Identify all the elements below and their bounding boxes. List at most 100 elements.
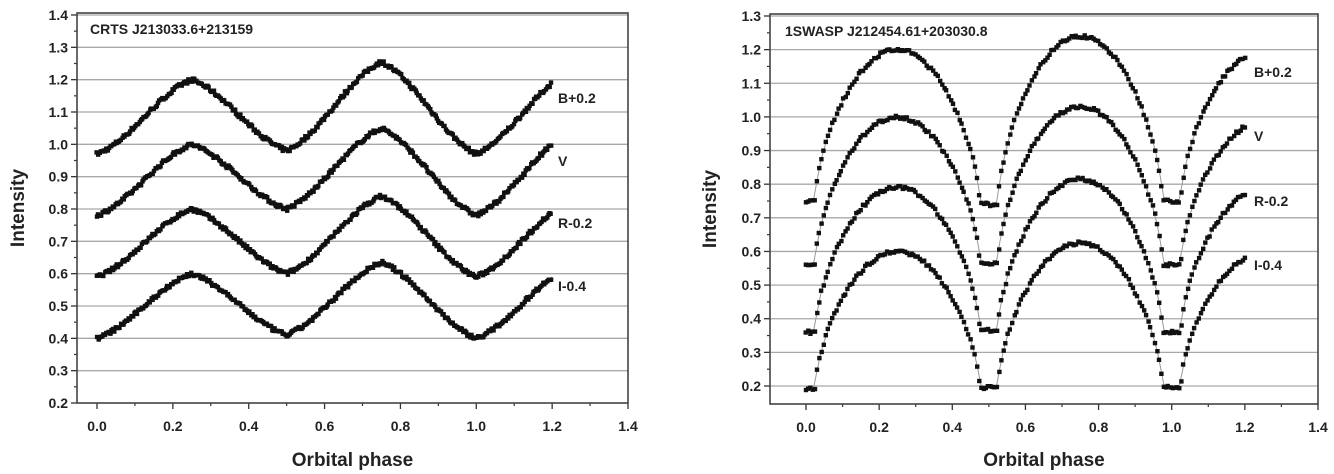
data-point [112,329,117,334]
data-point [825,200,830,205]
data-point [316,183,321,189]
data-point [525,295,530,300]
data-point [955,244,960,249]
x-tick-label: 1.2 [1235,419,1255,435]
data-point [889,250,894,255]
data-point [1060,111,1065,116]
data-point [1152,281,1157,286]
data-point [167,284,172,290]
data-point [430,237,436,242]
data-point [827,321,833,326]
data-point [291,269,296,274]
data-point [1170,200,1175,205]
y-tick-label: 1.2 [49,72,69,88]
data-point [1014,249,1019,254]
data-point [410,150,416,155]
data-point [470,149,475,154]
plot-frame [76,12,629,404]
data-point [1148,268,1153,273]
data-point [341,93,347,99]
data-point [245,244,250,249]
data-point [920,124,925,129]
data-point [994,384,1000,390]
data-point [1187,146,1193,152]
data-point [1165,383,1170,389]
data-point [839,103,844,108]
data-point [825,326,830,332]
data-point [308,131,313,137]
data-point [1038,62,1043,67]
series-label: I-0.4 [558,278,586,294]
data-point [1218,215,1223,220]
data-point [1238,260,1243,265]
data-point [183,274,189,280]
data-point [950,101,956,106]
data-point [1090,243,1096,248]
data-point [1234,61,1239,67]
data-point [1155,349,1160,354]
data-point [1029,278,1034,283]
data-point [1001,348,1006,353]
data-point [547,84,552,90]
data-point [1100,249,1105,255]
data-point [209,280,214,286]
data-point [112,141,117,147]
data-point [922,258,927,263]
data-point [852,277,857,282]
data-point [1087,241,1092,246]
data-point [545,147,550,152]
data-point [858,208,863,213]
data-point [893,248,899,254]
data-point [1143,184,1149,189]
data-point [819,221,824,226]
data-point [185,81,190,86]
data-point [345,88,350,94]
data-point [1036,66,1041,71]
data-point [1218,149,1223,154]
data-point [481,148,486,154]
data-point [943,88,949,93]
data-point [354,211,360,216]
data-point [229,231,234,236]
data-point [935,212,940,217]
data-point [1165,197,1170,202]
data-point [115,264,121,270]
data-point [211,88,217,93]
data-point [854,210,859,216]
data-point [511,121,517,127]
data-point [333,296,339,301]
data-point [1025,287,1030,293]
data-point [970,155,976,160]
data-point [1044,123,1050,128]
data-point [476,213,481,219]
data-point [1190,204,1195,209]
data-point [1134,293,1140,299]
data-point [1025,88,1030,93]
data-point [1196,121,1202,126]
data-point [1122,210,1127,216]
data-point [1010,259,1015,264]
data-point [153,231,158,237]
y-axis-title: Intensity [700,170,721,249]
data-point [895,115,901,120]
data-point [968,278,973,283]
x-tick-label: 1.0 [467,418,487,434]
data-point [272,326,277,331]
data-point [953,169,958,174]
y-tick-label: 0.5 [742,277,762,293]
data-point [1121,68,1127,73]
data-point [466,145,471,151]
data-point [445,315,450,321]
series-b-0-2 [803,33,1248,209]
data-point [1086,106,1091,112]
data-point [369,130,375,136]
data-point [1007,327,1012,332]
data-point [1108,51,1114,57]
data-point [382,194,388,199]
data-point [957,309,962,315]
data-point [180,147,186,153]
data-point [954,305,960,310]
data-point [503,318,508,324]
data-point [1201,246,1206,252]
data-point [406,277,412,282]
